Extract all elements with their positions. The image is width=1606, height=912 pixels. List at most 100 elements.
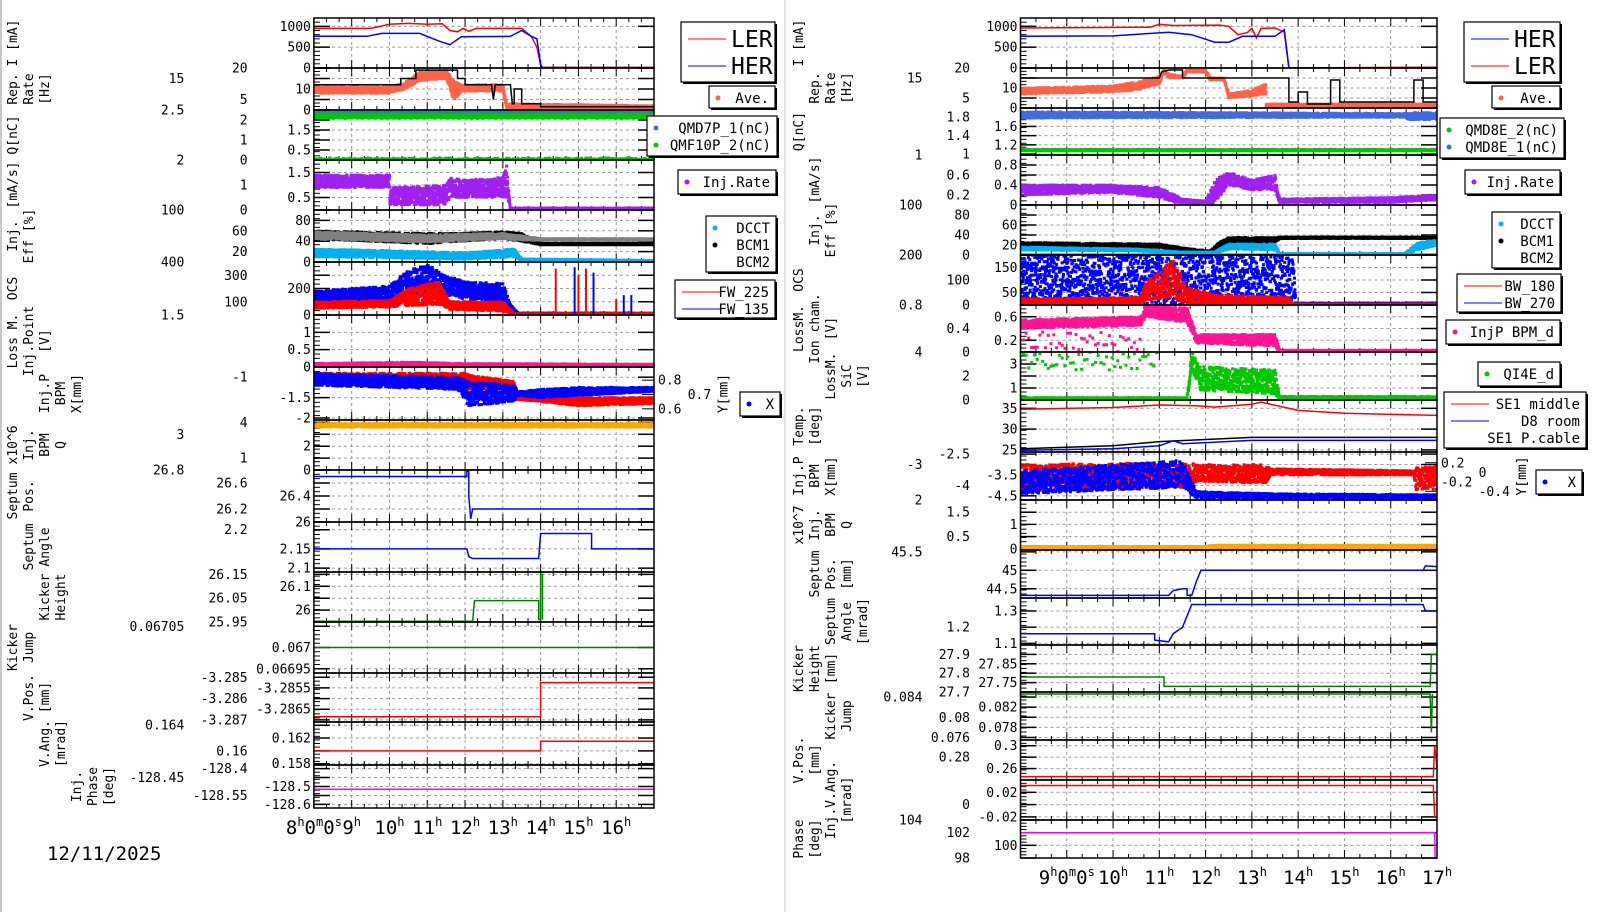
y-tick-label: 40 (954, 229, 970, 244)
series-trace-points (312, 422, 655, 429)
y-tick-label: 1 (303, 326, 311, 341)
y-axis-label: BPM (824, 513, 839, 537)
legend-dot-swatch (654, 143, 659, 148)
y-tick-label: 60 (1002, 219, 1018, 234)
y-tick-label: 0.2 (994, 334, 1017, 349)
x-tick-label-part: h (1352, 865, 1359, 879)
panel-12: Septum Angle [mrad] (824, 598, 1437, 645)
y-axis-label: Height (808, 645, 823, 692)
panel-1: Rep. Rate [Hz] (6, 68, 656, 110)
legend-dot-swatch (1472, 180, 1477, 185)
y-tick-label: -3 (907, 458, 923, 473)
series-trace-line (1021, 746, 1438, 777)
x-tick-label-part: 14 (526, 817, 549, 839)
y-tick-label: 1.2 (994, 138, 1017, 153)
y-axis-label: [deg] (808, 819, 823, 858)
series-group (1019, 110, 1439, 152)
y-axis-label: [V] (38, 329, 53, 352)
y-tick-label: 0.8 (899, 299, 922, 314)
series-group (312, 111, 655, 162)
series-group (312, 165, 655, 211)
x-tick-label-part: h (473, 815, 480, 829)
legend: Ave. (709, 86, 777, 110)
y-axis-label: Inj. (808, 214, 823, 245)
y-tick-label: -2 (295, 411, 311, 426)
y-tick-label: -128.4 (201, 762, 248, 777)
y-axis-label: Height (54, 574, 69, 621)
y-axis-label: I [mA] (6, 20, 21, 67)
x-tick-label: 8h0m0s (286, 815, 342, 839)
y-tick-label: 2.15 (280, 542, 311, 557)
x-tick-label: 10h (1098, 865, 1128, 889)
y-tick-label: 0 (240, 154, 248, 169)
y-tick-label: 80 (954, 209, 970, 224)
x-tick-label-part: 8 (286, 817, 297, 839)
y-tick-label: 0.02 (986, 786, 1017, 801)
panel-frame (314, 572, 654, 622)
y-tick-label: 20 (232, 245, 248, 260)
legend-label: QMD7P_1(nC) (678, 121, 771, 137)
x-tick-label-part: s (335, 815, 342, 829)
legend: QMD8E_2(nC)QMD8E_1(nC) (1440, 118, 1566, 160)
y-tick-label: 45.5 (891, 545, 922, 560)
y-tick-label: 15 (169, 72, 185, 87)
y-axis-label: Phase (86, 767, 101, 806)
y-axis-label: [mm] (808, 744, 823, 775)
legend-dot-swatch (1499, 239, 1504, 244)
x-tick-label-part: 14 (1283, 867, 1306, 889)
y-axis-label: [mA/s] (6, 162, 21, 209)
x-tick-label-part: h (1050, 865, 1057, 879)
x-tick-label-part: 0 (1057, 867, 1068, 889)
y-tick-label: 44.5 (986, 582, 1017, 597)
y-axis-label: LossM. (824, 353, 839, 400)
right-y-tick-label: 0 (1479, 466, 1487, 481)
series-trace-line (1021, 654, 1438, 686)
right-y-tick-label: -0.4 (1479, 485, 1510, 500)
y-tick-label: 26.1 (280, 580, 311, 595)
x-tick-label-part: 0 (305, 817, 316, 839)
y-tick-label: 2 (962, 370, 970, 385)
x-tick-label-part: h (1121, 865, 1128, 879)
legend: X (740, 392, 782, 418)
series-group (1021, 694, 1433, 732)
y-tick-label: 1 (240, 179, 248, 194)
x-tick-label: 11h (412, 815, 442, 839)
y-tick-label: 2 (915, 494, 923, 509)
y-tick-label: 1 (962, 148, 970, 163)
legend-label: Inj.Rate (703, 175, 770, 191)
panel-9: 0.20-0.2-0.4 Y[mm]Inj.P BPM X[mm] (792, 452, 1530, 500)
x-tick-label: 12h (450, 815, 480, 839)
y-tick-label: -3.286 (201, 692, 248, 707)
legend-label: SE1 P.cable (1487, 431, 1580, 447)
x-tick-label-part: 13 (488, 817, 511, 839)
y-tick-label: 20 (1002, 239, 1018, 254)
y-tick-label: 0.078 (978, 721, 1017, 736)
x-tick-label-part: h (586, 815, 593, 829)
y-tick-label: 0.26 (986, 762, 1017, 777)
y-axis-label: Rate (22, 73, 37, 104)
y-tick-label: 100 (947, 274, 970, 289)
x-tick-label: 13h (1237, 865, 1267, 889)
y-tick-label: 0 (1010, 542, 1018, 557)
panel-frame (1021, 500, 1438, 550)
panel-10: x10^7 Inj. BPM Q (792, 500, 1439, 550)
y-tick-label: 0.158 (272, 757, 311, 772)
left-edge (0, 0, 2, 912)
y-tick-label: 100 (161, 204, 184, 219)
x-tick-label-part: 13 (1237, 867, 1260, 889)
legend-dot-swatch (1499, 222, 1504, 227)
x-tick-label-part: 12 (450, 817, 473, 839)
y-tick-label: -3.5 (986, 468, 1017, 483)
panel-frame (314, 673, 654, 722)
legend-box (740, 392, 780, 416)
y-tick-label: 150 (994, 261, 1017, 276)
series-group (1021, 746, 1438, 777)
x-tick-label-part: h (548, 815, 555, 829)
series-group (1019, 172, 1439, 205)
panel-11: Kicker Height (38, 572, 654, 622)
right-y-tick-label: 0.2 (1441, 456, 1464, 471)
